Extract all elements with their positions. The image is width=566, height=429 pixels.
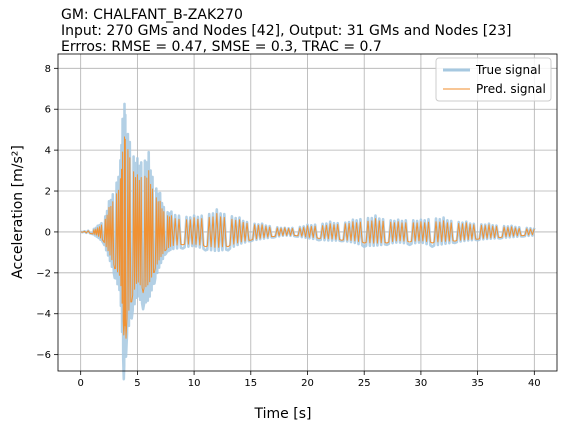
tick-labels: 0 5 10 15 20 25 30 35 40 −6 −4 −2 0 2 4 6 8	[36, 64, 540, 389]
x-tick-label: 20	[301, 378, 314, 389]
x-tick-label: 10	[188, 378, 201, 389]
legend-label-pred: Pred. signal	[476, 82, 546, 96]
y-tick-label: 4	[45, 146, 51, 157]
legend: True signal Pred. signal	[435, 57, 552, 102]
series-true-signal-line	[80, 102, 536, 381]
y-axis-label: Acceleration [m/s²]	[10, 145, 26, 279]
x-tick-label: 5	[134, 378, 140, 389]
x-tick-label: 15	[244, 378, 257, 389]
x-tick-label: 25	[358, 378, 371, 389]
title-line-1: GM: CHALFANT_B-ZAK270	[61, 7, 243, 23]
y-tick-label: −6	[36, 350, 51, 361]
series-layer	[80, 102, 536, 381]
y-tick-label: 6	[45, 105, 51, 116]
series-pred-signal-line	[80, 136, 535, 339]
y-tick-label: 2	[45, 187, 51, 198]
chart-title: GM: CHALFANT_B-ZAK270 Input: 270 GMs and…	[61, 7, 512, 55]
y-tick-label: 0	[45, 227, 51, 238]
title-line-2: Input: 270 GMs and Nodes [42], Output: 3…	[61, 23, 512, 39]
y-tick-label: −2	[36, 268, 51, 279]
x-tick-label: 0	[77, 378, 83, 389]
y-tick-label: 8	[45, 64, 51, 75]
x-tick-label: 30	[415, 378, 428, 389]
legend-label-true: True signal	[475, 63, 541, 77]
x-tick-label: 40	[528, 378, 541, 389]
x-tick-label: 35	[471, 378, 484, 389]
x-axis-label: Time [s]	[254, 406, 312, 422]
title-line-3: Errros: RMSE = 0.47, SMSE = 0.3, TRAC = …	[61, 39, 382, 55]
y-tick-label: −4	[36, 309, 51, 320]
